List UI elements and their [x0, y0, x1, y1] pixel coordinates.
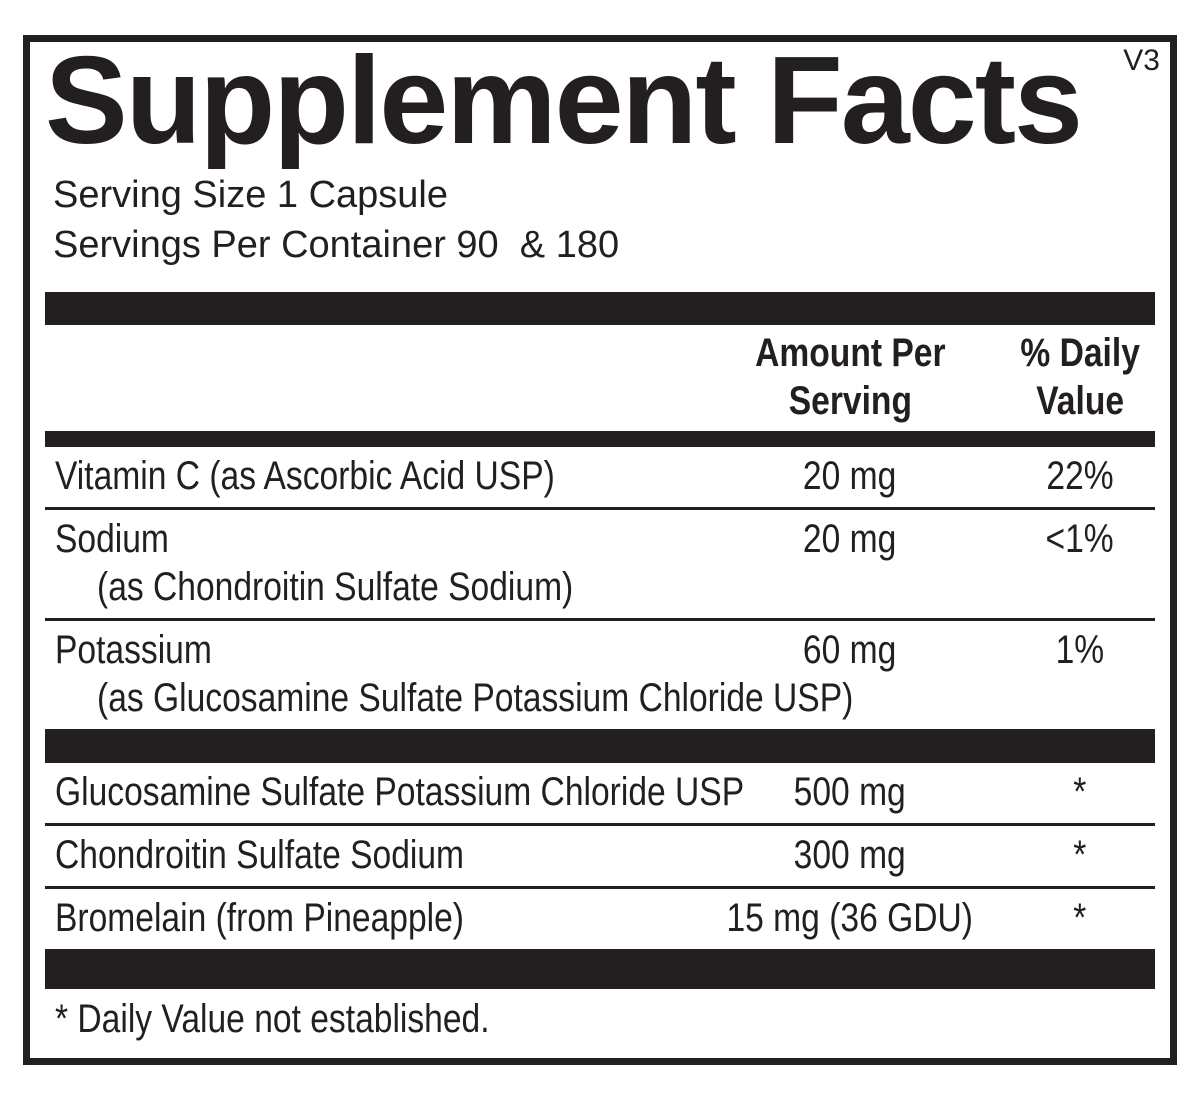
nutrient-amount: 20 mg [803, 517, 897, 562]
nutrient-name-cell: Potassium (as Glucosamine Sulfate Potass… [45, 626, 853, 722]
nutrient-daily-value: <1% [1045, 517, 1115, 562]
ingredient-row-bromelain: Bromelain (from Pineapple) 15 mg (36 GDU… [45, 889, 1155, 949]
nutrient-amount: 20 mg [803, 454, 897, 499]
ingredient-daily-value: * [1073, 896, 1087, 941]
serving-size-text: Serving Size 1 Capsule [53, 174, 448, 217]
section-bar-bottom [45, 949, 1155, 990]
nutrient-row-vitamin-c: Vitamin C (as Ascorbic Acid USP) 20 mg 2… [45, 447, 1155, 507]
row-divider [45, 886, 1155, 890]
ingredient-daily-value-cell: * [1005, 894, 1155, 942]
nutrient-amount-cell: 20 mg [695, 515, 1005, 563]
daily-value-footnote: * Daily Value not established. [45, 995, 1155, 1043]
nutrient-row-potassium: Potassium (as Glucosamine Sulfate Potass… [45, 621, 1155, 729]
ingredient-daily-value: * [1073, 770, 1087, 815]
ingredient-amount-cell: 300 mg [695, 831, 1005, 879]
ingredient-name-cell: Chondroitin Sulfate Sodium [45, 831, 695, 879]
nutrient-amount: 60 mg [803, 628, 897, 673]
ingredient-name-cell: Glucosamine Sulfate Potassium Chloride U… [45, 768, 744, 816]
nutrient-name-cell: Vitamin C (as Ascorbic Acid USP) [45, 452, 695, 500]
nutrient-daily-value: 1% [1055, 628, 1105, 673]
nutrient-daily-value-cell: <1% [1005, 515, 1155, 563]
nutrient-source-detail: (as Chondroitin Sulfate Sodium) [97, 565, 574, 610]
ingredient-row-glucosamine: Glucosamine Sulfate Potassium Chloride U… [45, 763, 1155, 823]
ingredient-amount: 300 mg [793, 833, 907, 878]
ingredient-amount-cell: 15 mg (36 GDU) [695, 894, 1005, 942]
table-header-row: Amount Per Serving % Daily Value [45, 325, 1155, 431]
ingredient-name-cell: Bromelain (from Pineapple) [45, 894, 695, 942]
supplement-facts-panel: V3 Supplement Facts Serving Size 1 Capsu… [23, 35, 1177, 1065]
nutrient-daily-value: 22% [1046, 454, 1114, 499]
ingredient-amount: 500 mg [793, 770, 907, 815]
servings-per-container-text: Servings Per Container 90 & 180 [53, 224, 620, 267]
amount-header-line2: Serving [788, 379, 912, 424]
ingredient-name: Chondroitin Sulfate Sodium [55, 833, 465, 878]
ingredient-amount: 15 mg (36 GDU) [726, 896, 974, 941]
nutrient-daily-value-cell: 1% [1005, 626, 1155, 674]
nutrient-name: Potassium [55, 628, 212, 673]
nutrient-name-cell: Sodium (as Chondroitin Sulfate Sodium) [45, 515, 695, 611]
percent-daily-value-header: % Daily Value [1005, 329, 1155, 425]
nutrient-name: Sodium [55, 517, 169, 562]
section-bar-top [45, 292, 1155, 326]
nutrient-amount-cell: 20 mg [695, 452, 1005, 500]
section-bar-middle [45, 729, 1155, 764]
dv-header-line1: % Daily [1020, 331, 1140, 376]
nutrient-source-detail: (as Glucosamine Sulfate Potassium Chlori… [97, 676, 854, 721]
amount-per-serving-header: Amount Per Serving [695, 329, 1005, 425]
ingredient-name: Bromelain (from Pineapple) [55, 896, 464, 941]
row-divider [45, 618, 1155, 622]
label-title: Supplement Facts [45, 32, 1083, 170]
dv-header-line2: Value [1036, 379, 1124, 424]
row-divider [45, 507, 1155, 511]
nutrient-row-sodium: Sodium (as Chondroitin Sulfate Sodium) 2… [45, 510, 1155, 618]
ingredient-amount-cell: 500 mg [695, 768, 1005, 816]
ingredient-name: Glucosamine Sulfate Potassium Chloride U… [55, 770, 745, 815]
amount-header-line1: Amount Per [754, 331, 946, 376]
nutrient-name: Vitamin C (as Ascorbic Acid USP) [55, 454, 555, 499]
ingredient-daily-value: * [1073, 833, 1087, 878]
footnote-text: * Daily Value not established. [55, 997, 490, 1042]
version-tag: V3 [1123, 44, 1160, 77]
ingredient-daily-value-cell: * [1005, 831, 1155, 879]
nutrient-daily-value-cell: 22% [1005, 452, 1155, 500]
section-bar-header [45, 431, 1155, 448]
nutrient-amount-cell: 60 mg [695, 626, 1005, 674]
row-divider [45, 823, 1155, 827]
ingredient-row-chondroitin: Chondroitin Sulfate Sodium 300 mg * [45, 826, 1155, 886]
ingredient-daily-value-cell: * [1005, 768, 1155, 816]
